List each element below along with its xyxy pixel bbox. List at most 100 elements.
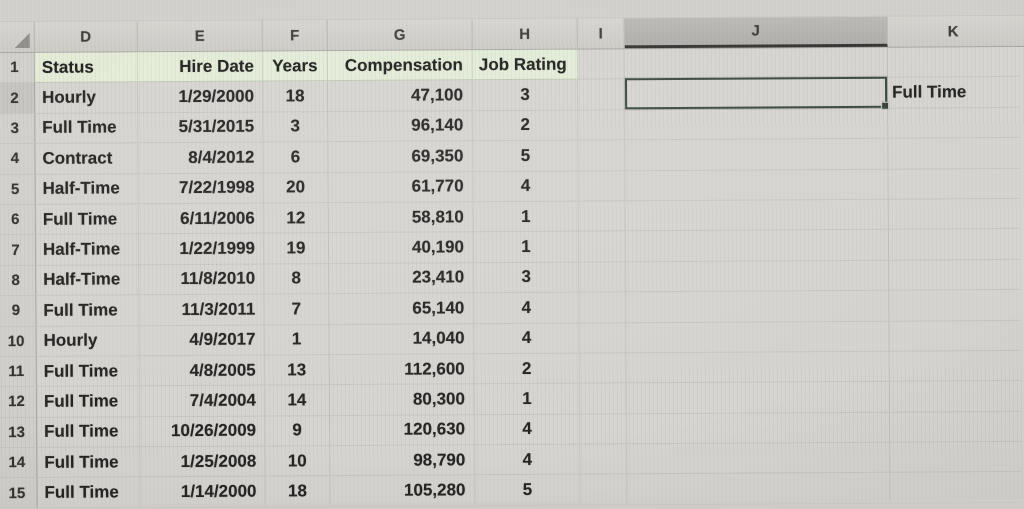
cell-rating[interactable]: 4 (474, 292, 580, 324)
cell-years[interactable]: 7 (264, 294, 330, 326)
cell-status[interactable]: Hourly (36, 325, 140, 357)
cell-years[interactable]: 13 (264, 355, 330, 386)
cell-I5[interactable] (578, 170, 626, 202)
cell-years[interactable]: 1 (264, 324, 330, 356)
fill-handle[interactable] (881, 101, 890, 110)
cell-J9[interactable] (626, 290, 890, 323)
cell-hire-date[interactable]: 11/8/2010 (139, 264, 265, 296)
cell-hire-date[interactable]: 7/22/1998 (138, 173, 264, 205)
cell-K15[interactable] (890, 472, 1022, 504)
cell-status[interactable]: Half-Time (35, 234, 140, 266)
row-header-10[interactable]: 10 (0, 326, 37, 358)
cell-I10[interactable] (579, 322, 627, 354)
cell-years[interactable]: 20 (263, 172, 329, 204)
cell-I4[interactable] (578, 140, 626, 172)
cell-I2[interactable] (577, 79, 626, 111)
column-header-F[interactable]: F (262, 20, 328, 51)
cell-years[interactable]: 8 (264, 263, 330, 295)
cell-J14[interactable] (627, 442, 891, 475)
cell-rating[interactable]: 3 (474, 262, 580, 294)
cell-status[interactable]: Hourly (34, 82, 139, 114)
cell-J4[interactable] (625, 138, 889, 171)
cell-compensation[interactable]: 14,040 (329, 323, 475, 356)
cell-hire-date[interactable]: 11/3/2011 (139, 294, 265, 326)
cell-compensation[interactable]: 58,810 (328, 202, 474, 234)
cell-J8[interactable] (626, 260, 890, 293)
cell-hire-date[interactable]: 6/11/2006 (138, 203, 264, 235)
column-header-G[interactable]: G (327, 19, 473, 51)
cell-status[interactable]: Full Time (37, 477, 141, 509)
cell-hire-date[interactable]: 1/29/2000 (137, 81, 264, 114)
cell-rating[interactable]: 4 (475, 414, 581, 446)
cell-years[interactable]: 9 (265, 415, 331, 447)
cell-years[interactable]: 6 (263, 142, 329, 174)
cell-rating[interactable]: 3 (472, 79, 579, 112)
cell-I6[interactable] (578, 201, 626, 232)
cell-rating[interactable]: 1 (474, 383, 581, 415)
cell-compensation[interactable]: 65,140 (329, 293, 475, 325)
cell-K13[interactable] (890, 411, 1022, 443)
cell-J15[interactable] (627, 473, 891, 506)
cell-J10[interactable] (626, 321, 890, 354)
cell-K8[interactable] (889, 259, 1021, 291)
cell-K3[interactable] (888, 107, 1020, 139)
cell-J3[interactable] (625, 108, 889, 141)
cell-J1[interactable] (624, 47, 888, 80)
cell-I11[interactable] (579, 353, 627, 384)
cell-hire-date[interactable]: 8/4/2012 (138, 142, 264, 174)
cell-compensation[interactable]: 47,100 (327, 80, 474, 112)
column-header-D[interactable]: D (34, 21, 138, 52)
cell-J13[interactable] (627, 412, 891, 445)
cell-K5[interactable] (888, 168, 1020, 200)
cell-K11[interactable] (889, 350, 1021, 382)
cell-years[interactable]: 10 (265, 446, 331, 477)
cell-status[interactable]: Full Time (36, 295, 140, 327)
cell-G1-compensation-header[interactable]: Compensation (327, 50, 473, 82)
cell-K9[interactable] (889, 290, 1021, 322)
cell-E1-hire-date-header[interactable]: Hire Date (137, 51, 263, 83)
select-all-corner[interactable] (0, 21, 35, 53)
cell-K6[interactable] (888, 198, 1020, 231)
cell-hire-date[interactable]: 1/22/1999 (138, 233, 265, 266)
row-header-3[interactable]: 3 (0, 113, 36, 145)
cell-compensation[interactable]: 40,190 (328, 232, 475, 264)
cell-I1[interactable] (577, 49, 625, 80)
cell-I14[interactable] (580, 444, 628, 476)
cell-status[interactable]: Contract (35, 143, 139, 175)
selection-box-J2[interactable] (624, 76, 890, 110)
column-header-J-selected[interactable]: J (624, 16, 888, 49)
cell-K4[interactable] (888, 138, 1020, 170)
row-header-9[interactable]: 9 (0, 296, 37, 327)
cell-K10[interactable] (889, 320, 1021, 352)
column-header-H[interactable]: H (472, 18, 578, 50)
row-header-6[interactable]: 6 (0, 204, 36, 236)
cell-years[interactable]: 12 (263, 203, 329, 234)
cell-years[interactable]: 18 (262, 81, 329, 113)
cell-hire-date[interactable]: 7/4/2004 (139, 385, 266, 417)
cell-compensation[interactable]: 105,280 (330, 475, 476, 507)
cell-compensation[interactable]: 112,600 (329, 354, 475, 386)
cell-I7[interactable] (578, 231, 627, 263)
cell-H1-job-rating-header[interactable]: Job Rating (472, 49, 578, 81)
cell-F1-years-header[interactable]: Years (262, 51, 328, 82)
cell-status[interactable]: Half-Time (35, 173, 139, 205)
cell-I3[interactable] (578, 110, 626, 141)
column-header-K[interactable]: K (947, 22, 959, 40)
column-header-I[interactable]: I (577, 18, 625, 49)
cell-status[interactable]: Full Time (36, 386, 141, 418)
cell-compensation[interactable]: 98,790 (330, 445, 476, 477)
cell-J12[interactable] (626, 381, 891, 414)
row-header-15[interactable]: 15 (0, 478, 38, 509)
cell-rating[interactable]: 2 (473, 110, 579, 142)
cell-years[interactable]: 3 (263, 111, 329, 143)
row-header-2[interactable]: 2 (0, 83, 36, 114)
cell-hire-date[interactable]: 1/25/2008 (140, 446, 266, 478)
cell-status[interactable]: Full Time (35, 204, 139, 236)
cell-K7[interactable] (888, 229, 1021, 261)
cell-years[interactable]: 18 (265, 476, 331, 508)
cell-compensation[interactable]: 80,300 (329, 384, 476, 416)
cell-hire-date[interactable]: 4/8/2005 (139, 355, 265, 387)
cell-K1[interactable] (887, 46, 1019, 79)
cell-status[interactable]: Full Time (35, 113, 139, 145)
cell-K2[interactable]: Full Time (887, 77, 1020, 109)
